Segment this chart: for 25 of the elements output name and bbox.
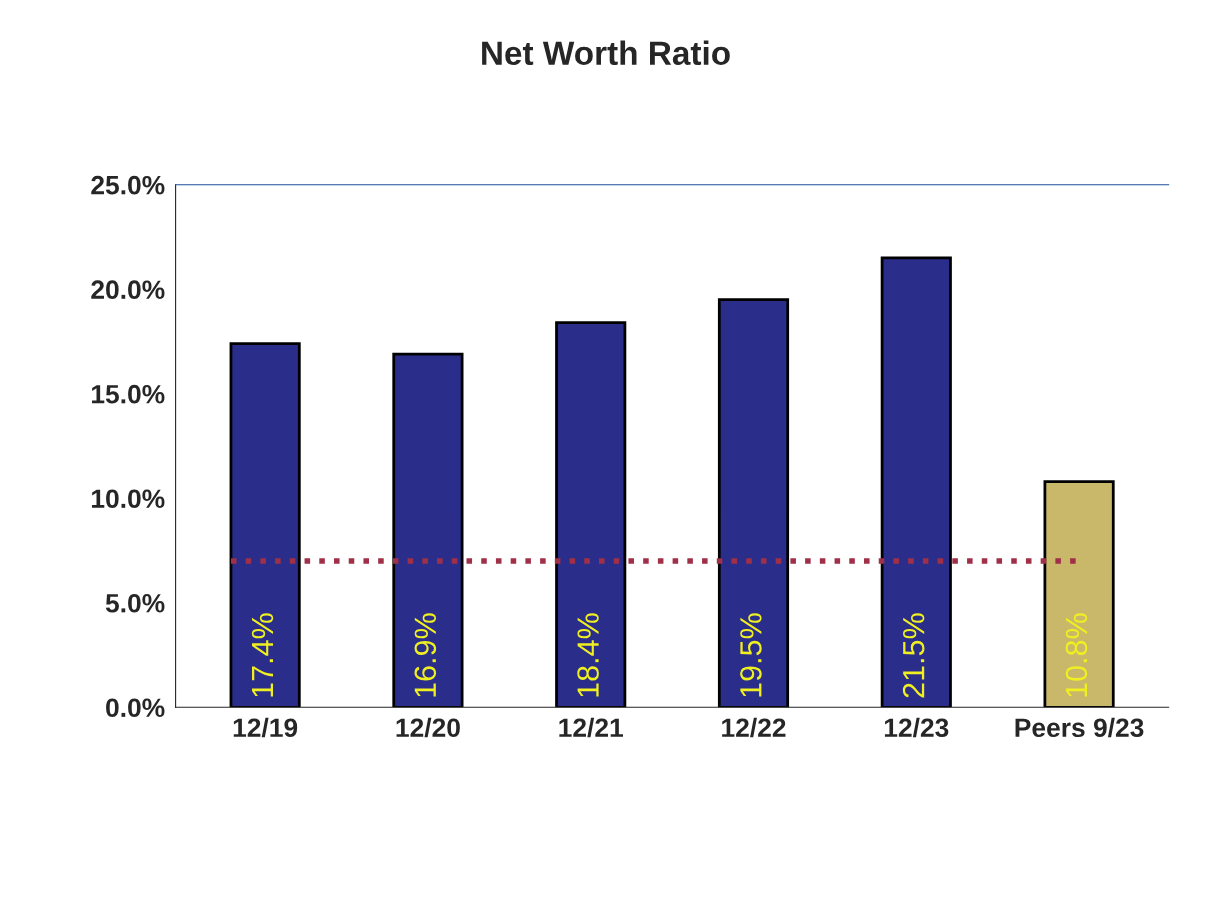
x-tick-label: 12/22 <box>722 717 786 738</box>
y-tick-label: 25.0% <box>91 175 165 195</box>
data-label: 18.4% <box>577 613 599 697</box>
chart-title: Net Worth Ratio <box>482 40 730 66</box>
data-label: 10.8% <box>1065 613 1088 697</box>
x-tick-label: 12/21 <box>559 717 623 738</box>
x-tick-label: 12/19 <box>233 717 298 738</box>
y-tick-label: 15.0% <box>92 384 165 404</box>
data-label: 16.9% <box>414 613 437 697</box>
bar <box>229 342 301 708</box>
data-label: 19.5% <box>740 613 762 697</box>
y-tick-label: 10.0% <box>92 489 165 509</box>
bar <box>717 298 790 708</box>
x-tick-label: 12/23 <box>884 717 949 738</box>
x-tick-label: 12/20 <box>396 717 460 738</box>
bar <box>392 352 464 708</box>
data-label: 17.4% <box>251 613 274 697</box>
bar <box>880 256 952 708</box>
bar <box>1043 480 1115 708</box>
y-tick-label: 5.0% <box>105 593 165 613</box>
y-tick-label: 20.0% <box>91 280 165 300</box>
data-label: 21.5% <box>902 613 925 698</box>
bar <box>555 321 627 708</box>
y-tick-label: 0.0% <box>106 698 165 718</box>
x-tick-label: Peers 9/23 <box>1015 717 1144 738</box>
